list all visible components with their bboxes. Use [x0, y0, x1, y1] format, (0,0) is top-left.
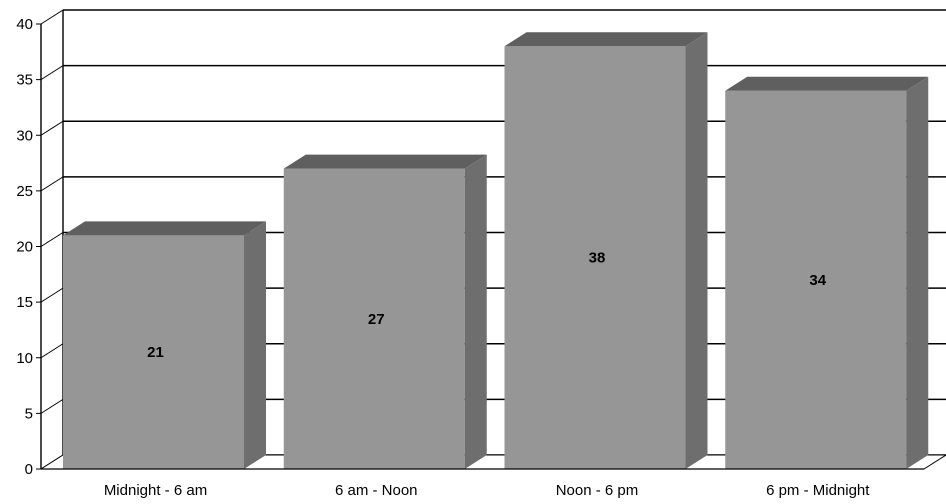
x-tick-label: 6 am - Noon	[335, 482, 418, 499]
y-tick-label: 25	[16, 183, 33, 200]
y-tick-label: 40	[16, 16, 33, 33]
gridline-side	[40, 232, 64, 247]
y-tick-label: 35	[16, 72, 33, 89]
bar-side	[244, 221, 266, 469]
data-label: 34	[809, 272, 826, 289]
bar	[63, 235, 244, 469]
y-tick-label: 30	[16, 127, 33, 144]
x-tick-label: Midnight - 6 am	[104, 482, 207, 499]
bar-top	[283, 154, 487, 169]
bar-side	[685, 32, 708, 469]
y-tick-label: 5	[25, 405, 33, 422]
data-label: 21	[147, 344, 164, 361]
x-tick-label: 6 pm - Midnight	[766, 482, 870, 499]
gridline-side	[40, 398, 64, 414]
bar-side	[906, 76, 929, 469]
gridline-side	[40, 343, 64, 359]
y-tick-label: 15	[16, 294, 33, 311]
gridline-side	[40, 287, 64, 303]
y-tick-label: 0	[25, 461, 33, 478]
bar	[725, 90, 907, 469]
bar-side	[464, 154, 487, 469]
x-tick-label: Noon - 6 pm	[556, 482, 639, 499]
gridline-side	[40, 176, 64, 192]
bar	[283, 168, 465, 469]
bar-top	[725, 76, 929, 91]
gridline-side	[40, 65, 64, 81]
data-label: 38	[589, 250, 606, 267]
bar-top	[63, 221, 266, 236]
y-tick-label: 10	[16, 350, 33, 367]
data-label: 27	[368, 311, 385, 328]
gridline-side	[40, 120, 64, 136]
y-tick-label: 20	[16, 239, 33, 256]
gridline-side	[40, 9, 64, 25]
bar	[504, 46, 686, 469]
bar-top	[504, 32, 708, 47]
